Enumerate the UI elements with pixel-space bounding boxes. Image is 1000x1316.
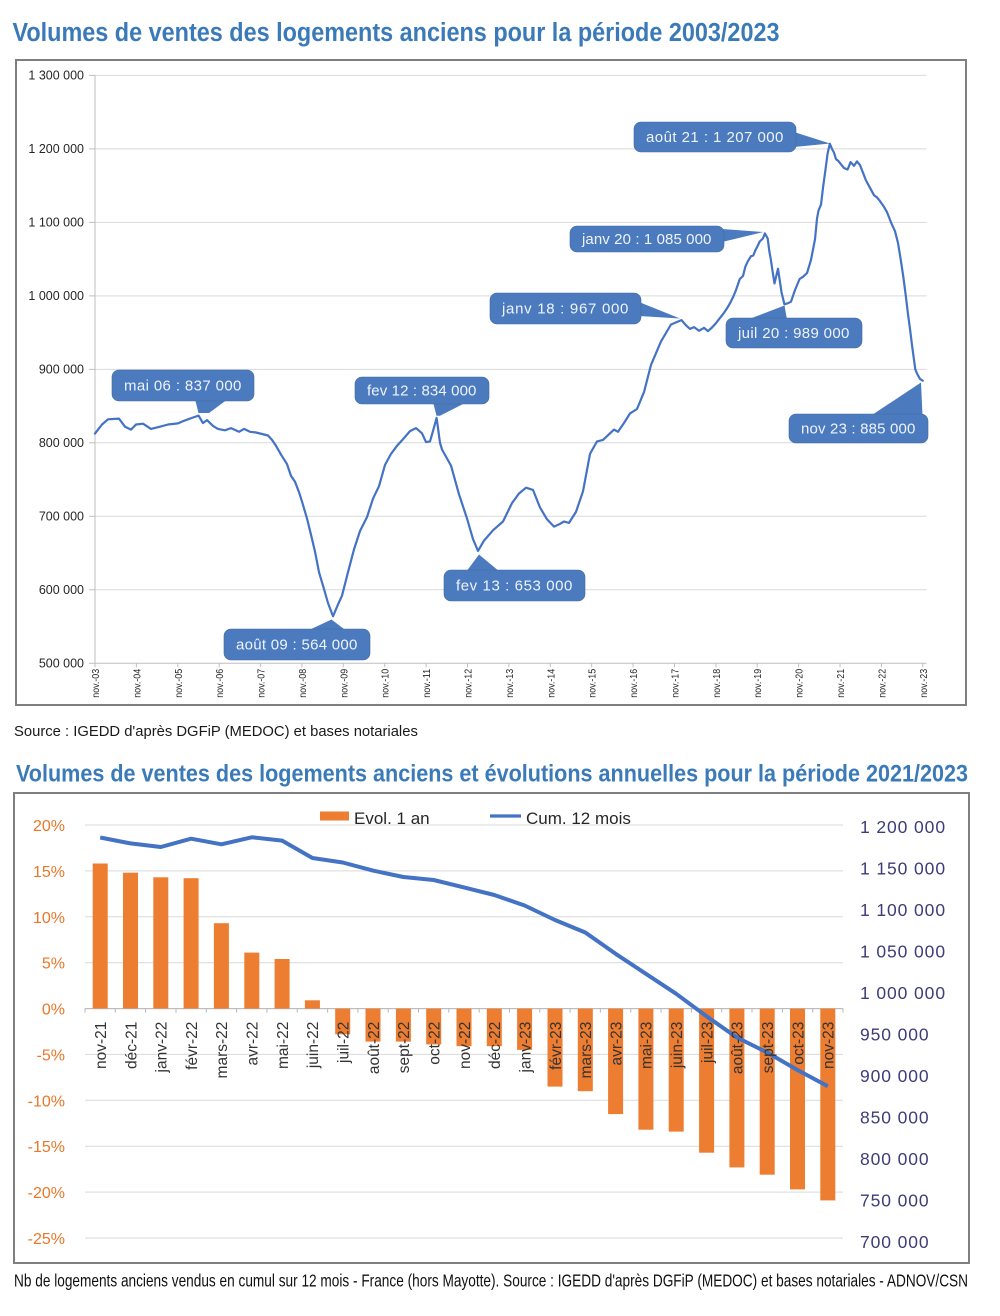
svg-text:janv-22: janv-22 bbox=[154, 1022, 171, 1074]
svg-text:nov 23 : 885 000: nov 23 : 885 000 bbox=[801, 421, 916, 438]
svg-text:Cum. 12 mois: Cum. 12 mois bbox=[526, 809, 631, 828]
svg-text:nov.-12: nov.-12 bbox=[464, 668, 475, 697]
svg-text:nov.-16: nov.-16 bbox=[629, 668, 640, 697]
svg-text:juil-23: juil-23 bbox=[699, 1022, 716, 1064]
svg-text:nov.-18: nov.-18 bbox=[712, 668, 723, 697]
svg-text:500 000: 500 000 bbox=[39, 657, 84, 671]
svg-text:déc-22: déc-22 bbox=[487, 1022, 504, 1069]
svg-text:mars-23: mars-23 bbox=[578, 1022, 595, 1079]
svg-text:nov.-04: nov.-04 bbox=[132, 668, 143, 697]
svg-text:1 000 000: 1 000 000 bbox=[28, 289, 84, 303]
svg-text:mai-22: mai-22 bbox=[275, 1022, 292, 1069]
svg-text:juil-22: juil-22 bbox=[336, 1022, 353, 1064]
svg-text:août 21 : 1 207 000: août 21 : 1 207 000 bbox=[646, 129, 784, 146]
svg-text:1 200 000: 1 200 000 bbox=[860, 817, 946, 837]
svg-text:sept-23: sept-23 bbox=[760, 1022, 777, 1074]
svg-text:janv 18 : 967 000: janv 18 : 967 000 bbox=[501, 301, 629, 318]
svg-text:nov.-08: nov.-08 bbox=[298, 668, 309, 697]
svg-text:nov.-05: nov.-05 bbox=[174, 668, 185, 697]
svg-text:nov.-07: nov.-07 bbox=[257, 668, 268, 697]
svg-text:oct-22: oct-22 bbox=[427, 1022, 444, 1065]
svg-text:mars-22: mars-22 bbox=[214, 1022, 231, 1079]
svg-text:nov.-11: nov.-11 bbox=[422, 668, 433, 697]
svg-text:juil 20 : 989 000: juil 20 : 989 000 bbox=[737, 325, 850, 342]
svg-text:nov.-13: nov.-13 bbox=[505, 668, 516, 697]
svg-text:nov.-22: nov.-22 bbox=[877, 668, 888, 697]
svg-text:nov.-10: nov.-10 bbox=[381, 668, 392, 697]
svg-text:850 000: 850 000 bbox=[860, 1108, 930, 1128]
svg-text:-20%: -20% bbox=[28, 1185, 65, 1202]
svg-text:nov.-17: nov.-17 bbox=[671, 668, 682, 697]
svg-text:800 000: 800 000 bbox=[860, 1149, 930, 1169]
svg-text:janv-23: janv-23 bbox=[517, 1022, 534, 1074]
svg-text:Nb de logements anciens vendus: Nb de logements anciens vendus en cumul … bbox=[14, 1271, 968, 1291]
svg-text:700 000: 700 000 bbox=[39, 510, 84, 524]
svg-text:nov.-23: nov.-23 bbox=[919, 668, 930, 697]
svg-text:nov.-20: nov.-20 bbox=[795, 668, 806, 697]
svg-text:1 200 000: 1 200 000 bbox=[28, 142, 84, 156]
svg-text:nov.-09: nov.-09 bbox=[339, 668, 350, 697]
svg-text:10%: 10% bbox=[33, 910, 65, 927]
svg-text:1 100 000: 1 100 000 bbox=[28, 216, 84, 230]
svg-text:-5%: -5% bbox=[37, 1047, 65, 1064]
svg-text:15%: 15% bbox=[33, 864, 65, 881]
svg-text:août-22: août-22 bbox=[366, 1022, 383, 1075]
svg-text:déc-21: déc-21 bbox=[123, 1022, 140, 1069]
svg-text:févr-22: févr-22 bbox=[184, 1022, 201, 1070]
svg-text:1 000 000: 1 000 000 bbox=[860, 983, 946, 1003]
svg-text:Volumes de ventes des logement: Volumes de ventes des logements anciens … bbox=[13, 19, 780, 47]
svg-text:juin-22: juin-22 bbox=[305, 1022, 322, 1070]
svg-text:avr-22: avr-22 bbox=[245, 1022, 262, 1066]
svg-text:800 000: 800 000 bbox=[39, 436, 84, 450]
svg-text:900 000: 900 000 bbox=[39, 363, 84, 377]
svg-text:fev 12 : 834 000: fev 12 : 834 000 bbox=[367, 383, 477, 400]
svg-text:Volumes de ventes des logement: Volumes de ventes des logements anciens … bbox=[16, 761, 968, 788]
svg-text:févr-23: févr-23 bbox=[548, 1022, 565, 1070]
svg-text:nov.-15: nov.-15 bbox=[588, 668, 599, 697]
svg-text:600 000: 600 000 bbox=[39, 583, 84, 597]
svg-text:nov.-21: nov.-21 bbox=[836, 668, 847, 697]
svg-text:750 000: 750 000 bbox=[860, 1191, 930, 1211]
svg-text:1 050 000: 1 050 000 bbox=[860, 942, 946, 962]
svg-text:950 000: 950 000 bbox=[860, 1025, 930, 1045]
svg-text:Source : IGEDD d'après DGFiP (: Source : IGEDD d'après DGFiP (MEDOC) et … bbox=[14, 724, 418, 740]
svg-text:août-23: août-23 bbox=[730, 1022, 747, 1075]
svg-text:Evol. 1 an: Evol. 1 an bbox=[354, 809, 430, 828]
svg-text:nov.-19: nov.-19 bbox=[753, 668, 764, 697]
svg-text:oct-23: oct-23 bbox=[790, 1022, 807, 1065]
svg-text:-10%: -10% bbox=[28, 1093, 65, 1110]
svg-text:1 150 000: 1 150 000 bbox=[860, 859, 946, 879]
svg-text:1 300 000: 1 300 000 bbox=[28, 69, 84, 83]
svg-text:mai-23: mai-23 bbox=[639, 1022, 656, 1069]
svg-text:1 100 000: 1 100 000 bbox=[860, 900, 946, 920]
svg-text:-15%: -15% bbox=[28, 1139, 65, 1156]
svg-text:-25%: -25% bbox=[28, 1231, 65, 1248]
svg-text:mai 06 : 837 000: mai 06 : 837 000 bbox=[124, 378, 242, 395]
svg-text:août 09 : 564 000: août 09 : 564 000 bbox=[236, 637, 358, 654]
svg-text:juin-23: juin-23 bbox=[669, 1022, 686, 1070]
svg-text:nov.-03: nov.-03 bbox=[91, 668, 102, 697]
svg-text:janv 20 : 1 085 000: janv 20 : 1 085 000 bbox=[581, 231, 712, 248]
svg-text:avr-23: avr-23 bbox=[608, 1022, 625, 1066]
svg-text:nov-23: nov-23 bbox=[821, 1022, 838, 1069]
svg-text:900 000: 900 000 bbox=[860, 1066, 930, 1086]
svg-text:sept-22: sept-22 bbox=[396, 1022, 413, 1074]
svg-text:fev 13 : 653 000: fev 13 : 653 000 bbox=[456, 578, 573, 595]
svg-text:nov-21: nov-21 bbox=[93, 1022, 110, 1069]
svg-text:nov.-06: nov.-06 bbox=[215, 668, 226, 697]
svg-text:20%: 20% bbox=[33, 818, 65, 835]
svg-text:nov.-14: nov.-14 bbox=[546, 668, 557, 697]
svg-text:5%: 5% bbox=[42, 956, 65, 973]
svg-text:700 000: 700 000 bbox=[860, 1232, 930, 1252]
svg-text:nov-22: nov-22 bbox=[457, 1022, 474, 1069]
svg-text:0%: 0% bbox=[42, 1002, 65, 1019]
